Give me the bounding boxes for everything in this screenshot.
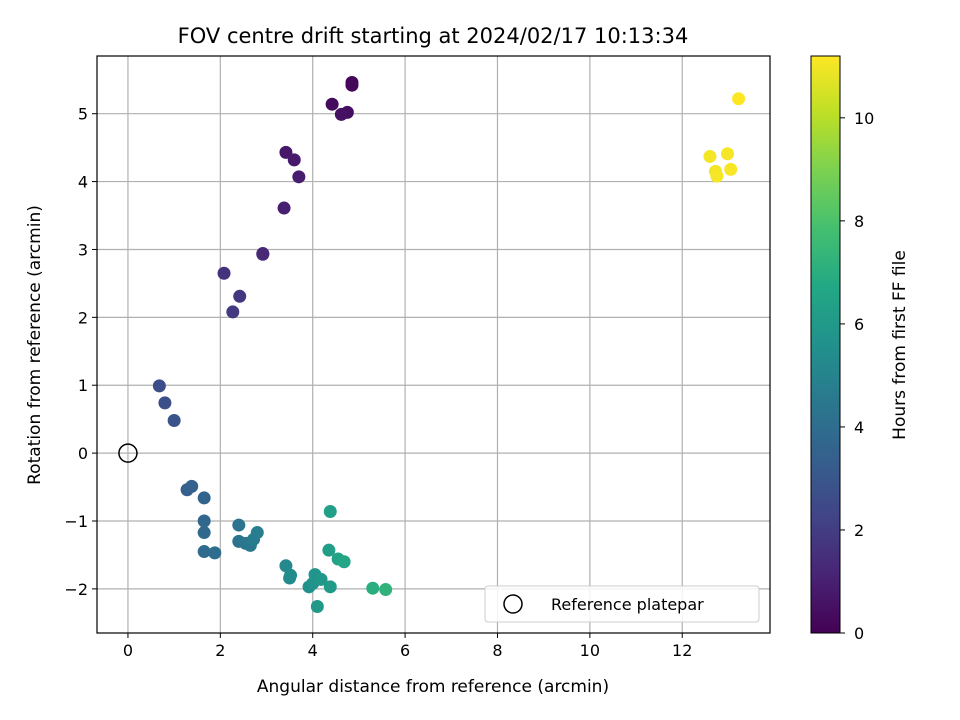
- x-tick-label: 0: [123, 641, 133, 660]
- colorbar-tick-label: 8: [854, 212, 864, 231]
- y-tick-label: 5: [78, 105, 88, 124]
- scatter-point: [379, 583, 393, 597]
- y-axis-ticks: −2 −1 0 1 2 3 4 5: [64, 105, 97, 599]
- scatter-point: [217, 266, 231, 280]
- scatter-point: [279, 145, 293, 159]
- scatter-point: [152, 379, 166, 393]
- scatter-point: [721, 147, 735, 161]
- scatter-point: [337, 555, 351, 569]
- y-tick-label: 4: [78, 173, 88, 192]
- x-tick-label: 4: [308, 641, 318, 660]
- y-axis-label: Rotation from reference (arcmin): [25, 205, 45, 485]
- scatter-point: [287, 153, 301, 167]
- colorbar-tick-label: 4: [854, 418, 864, 437]
- scatter-point: [732, 92, 746, 106]
- scatter-point: [232, 518, 246, 532]
- scatter-point: [292, 170, 306, 184]
- scatter-point: [724, 162, 738, 176]
- scatter-point: [185, 479, 199, 493]
- colorbar: 0 2 4 6 8 10 Hours from first FF file: [810, 55, 910, 643]
- scatter-point: [256, 247, 270, 261]
- y-tick-label: 3: [78, 240, 88, 259]
- scatter-point: [277, 201, 291, 215]
- y-tick-label: 2: [78, 308, 88, 327]
- reference-point-marker: [118, 443, 138, 463]
- x-tick-label: 10: [580, 641, 600, 660]
- scatter-point: [158, 396, 172, 410]
- x-tick-label: 2: [215, 641, 225, 660]
- x-tick-label: 8: [492, 641, 502, 660]
- legend-marker: [503, 594, 523, 614]
- colorbar-label: Hours from first FF file: [890, 250, 910, 440]
- scatter-point: [334, 107, 348, 121]
- scatter-point: [322, 543, 336, 557]
- plot-frame: [96, 55, 771, 634]
- scatter-point: [208, 546, 222, 560]
- scatter-point: [703, 149, 717, 163]
- scatter-point: [233, 289, 247, 303]
- scatter-point: [284, 568, 298, 582]
- x-tick-label: 6: [400, 641, 410, 660]
- colorbar-ticks: 0 2 4 6 8 10: [840, 109, 874, 643]
- y-tick-label: −1: [64, 512, 88, 531]
- colorbar-gradient: [810, 55, 841, 634]
- scatter-point: [197, 514, 211, 528]
- colorbar-tick-label: 10: [854, 109, 874, 128]
- y-tick-label: 0: [78, 444, 88, 463]
- scatter-point: [197, 526, 211, 540]
- legend-label: Reference platepar: [551, 595, 704, 614]
- scatter-point: [197, 491, 211, 505]
- x-axis-ticks: 0 2 4 6 8 10 12: [123, 633, 692, 660]
- chart-title: FOV centre drift starting at 2024/02/17 …: [178, 24, 689, 48]
- scatter-point: [197, 545, 211, 559]
- scatter-point: [167, 414, 181, 428]
- legend: Reference platepar: [484, 585, 760, 623]
- scatter-point: [323, 504, 337, 518]
- data-points: [152, 75, 746, 614]
- x-axis-label: Angular distance from reference (arcmin): [257, 677, 609, 697]
- scatter-point: [710, 169, 724, 183]
- grid-lines: [97, 56, 770, 633]
- scatter-point: [325, 97, 339, 111]
- legend-box: [484, 585, 760, 623]
- scatter-point: [345, 78, 359, 92]
- scatter-point: [366, 581, 380, 595]
- x-tick-label: 12: [672, 641, 692, 660]
- scatter-point: [323, 580, 337, 594]
- colorbar-tick-label: 2: [854, 521, 864, 540]
- colorbar-tick-label: 6: [854, 315, 864, 334]
- y-tick-label: 1: [78, 376, 88, 395]
- colorbar-tick-label: 0: [854, 624, 864, 643]
- scatter-point: [250, 526, 264, 540]
- scatter-point: [226, 305, 240, 319]
- scatter-point: [310, 600, 324, 614]
- scatter-point: [314, 572, 328, 586]
- y-tick-label: −2: [64, 580, 88, 599]
